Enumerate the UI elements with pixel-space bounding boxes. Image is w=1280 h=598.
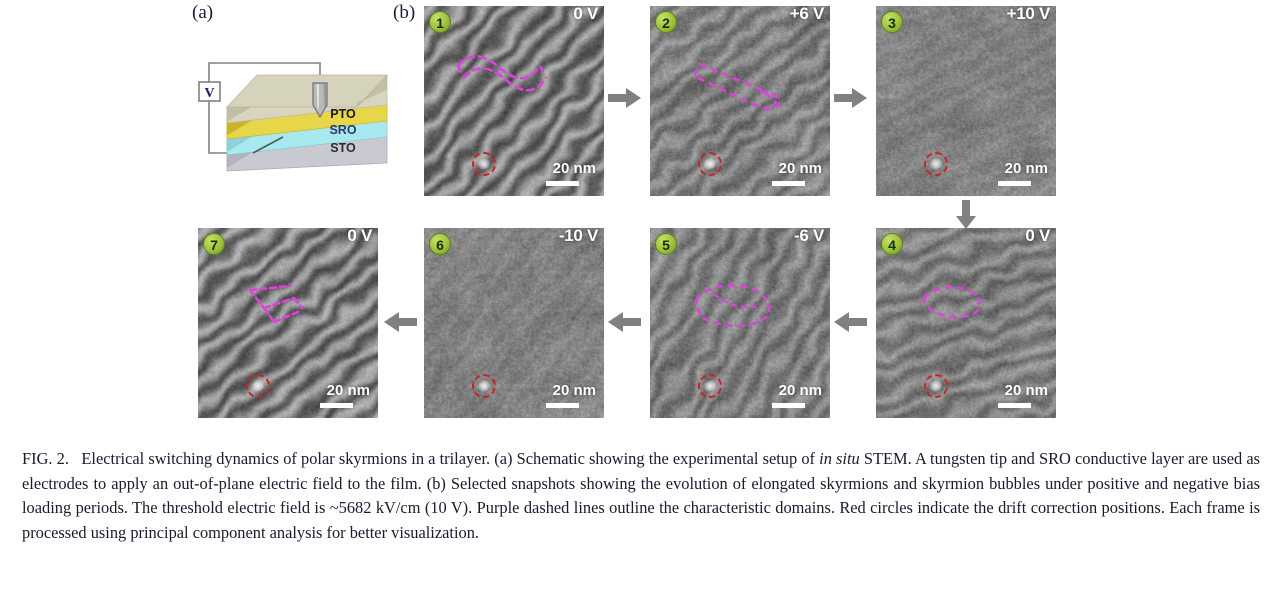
layer-label-pto: PTO	[330, 107, 356, 121]
panel-badge-6: 6	[429, 233, 451, 255]
panel-badge-5: 5	[655, 233, 677, 255]
drift-circle-5	[698, 374, 722, 398]
panel-voltage-6: -10 V	[558, 228, 598, 245]
stem-panel-1[interactable]: 1 0 V 20 nm	[424, 6, 604, 196]
stem-panel-6[interactable]: 6 -10 V 20 nm	[424, 228, 604, 418]
arrow-1-to-2	[608, 88, 641, 108]
scalebar-bar-7	[320, 403, 353, 408]
scalebar-label-7: 20 nm	[326, 382, 370, 399]
drift-circle-7	[246, 374, 270, 398]
drift-circle-1	[472, 152, 496, 176]
caption-part-2: STEM. A tungsten tip and SRO conductive …	[22, 449, 1261, 542]
arrow-2-to-3	[834, 88, 867, 108]
domain-outline-5	[694, 284, 771, 328]
stem-panel-4[interactable]: 4 0 V 20 nm	[876, 228, 1056, 418]
panel-a-schematic-container: (a) V	[0, 0, 400, 215]
panel-voltage-5: -6 V	[794, 228, 824, 245]
stem-panel-2[interactable]: 2 +6 V 20 nm	[650, 6, 830, 196]
drift-circle-3	[924, 152, 948, 176]
scalebar-bar-1	[546, 181, 579, 186]
stem-image-2	[650, 6, 830, 196]
stem-image-3	[876, 6, 1056, 196]
scalebar-label-1: 20 nm	[552, 160, 596, 177]
stem-panel-5[interactable]: 5 -6 V 20 nm	[650, 228, 830, 418]
stem-panel-7[interactable]: 7 0 V 20 nm	[198, 228, 378, 418]
scalebar-label-3: 20 nm	[1004, 160, 1048, 177]
voltmeter-box	[198, 81, 221, 102]
scalebar-bar-6	[546, 403, 579, 408]
layer-top-film	[226, 74, 388, 124]
domain-outline-1	[456, 55, 548, 92]
domain-outline-4	[922, 285, 982, 319]
schematic-diagram: V	[195, 25, 395, 200]
stem-image-4	[876, 228, 1056, 418]
panel-voltage-3: +10 V	[1006, 6, 1051, 23]
panel-badge-3: 3	[881, 11, 903, 33]
caption-italic-in-situ: in situ	[819, 449, 860, 468]
subfigure-label-b: (b)	[393, 2, 416, 23]
panel-voltage-7: 0 V	[347, 228, 372, 245]
panel-badge-2: 2	[655, 11, 677, 33]
drift-circle-6	[472, 374, 496, 398]
panel-badge-1: 1	[429, 11, 451, 33]
drift-circle-4	[924, 374, 948, 398]
scalebar-label-5: 20 nm	[778, 382, 822, 399]
caption-figure-number: FIG. 2.	[22, 449, 69, 468]
subfigure-label-a: (a)	[192, 2, 214, 23]
panel-voltage-2: +6 V	[789, 6, 825, 23]
drift-circle-2	[698, 152, 722, 176]
scalebar-bar-4	[998, 403, 1031, 408]
panel-voltage-4: 0 V	[1025, 228, 1050, 245]
scalebar-label-4: 20 nm	[1004, 382, 1048, 399]
scalebar-label-2: 20 nm	[778, 160, 822, 177]
figure-caption: FIG. 2. Electrical switching dynamics of…	[22, 447, 1260, 545]
layer-label-sro: SRO	[329, 123, 356, 137]
layer-label-sto: STO	[330, 141, 356, 155]
arrow-6-to-7	[384, 312, 417, 332]
panel-voltage-1: 0 V	[573, 6, 598, 23]
domain-outline-2	[692, 62, 781, 112]
scalebar-label-6: 20 nm	[552, 382, 596, 399]
arrow-3-to-4	[956, 200, 976, 229]
tungsten-tip-icon	[312, 82, 328, 119]
panel-badge-7: 7	[203, 233, 225, 255]
stem-panel-3[interactable]: 3 +10 V 20 nm	[876, 6, 1056, 196]
panel-badge-4: 4	[881, 233, 903, 255]
sro-contact-lead	[252, 136, 284, 154]
voltmeter-label: V	[204, 86, 214, 101]
caption-part-1: Electrical switching dynamics of polar s…	[81, 449, 820, 468]
stem-image-6	[424, 228, 604, 418]
scalebar-bar-5	[772, 403, 805, 408]
stem-image-7	[198, 228, 378, 418]
stem-image-5	[650, 228, 830, 418]
schematic-svg: V	[198, 62, 388, 172]
arrow-5-to-6	[608, 312, 641, 332]
stem-image-1	[424, 6, 604, 196]
domain-outline-7	[248, 284, 304, 324]
arrow-4-to-5	[834, 312, 867, 332]
scalebar-bar-2	[772, 181, 805, 186]
scalebar-bar-3	[998, 181, 1031, 186]
panel-b-stem-grid: (b) 1 0 V 20 nm 2 +6 V 20 nm 3	[198, 2, 1056, 418]
